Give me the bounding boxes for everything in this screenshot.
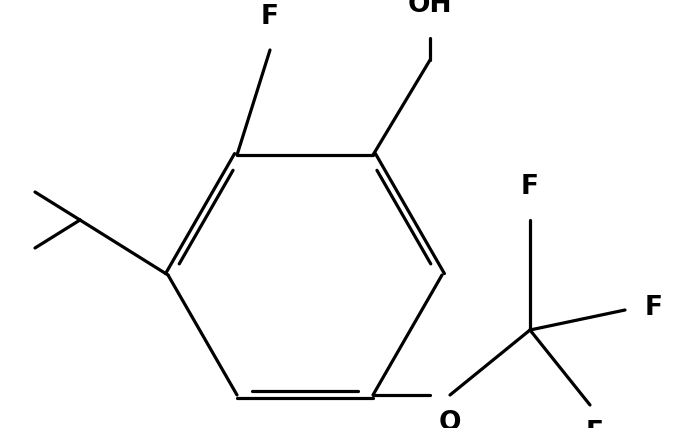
Text: F: F <box>586 420 604 428</box>
Text: O: O <box>439 410 461 428</box>
Text: F: F <box>261 4 279 30</box>
Text: F: F <box>645 295 663 321</box>
Text: OH: OH <box>408 0 452 18</box>
Text: F: F <box>521 174 539 200</box>
